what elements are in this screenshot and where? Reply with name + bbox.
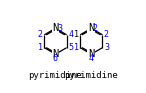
Text: N: N <box>52 49 59 59</box>
Text: pyrimidine: pyrimidine <box>29 71 82 80</box>
Text: 4: 4 <box>68 30 73 39</box>
Text: 1: 1 <box>74 30 79 39</box>
Text: N: N <box>52 23 59 33</box>
Text: 2: 2 <box>93 24 98 33</box>
Text: N: N <box>88 49 94 59</box>
Text: 3: 3 <box>57 24 62 33</box>
Text: 4: 4 <box>89 54 94 63</box>
Text: 2: 2 <box>104 30 109 39</box>
Text: 1: 1 <box>38 43 43 52</box>
Text: 6: 6 <box>53 54 58 63</box>
Text: N: N <box>88 23 94 33</box>
Text: 2: 2 <box>38 30 43 39</box>
Text: pyrimidine: pyrimidine <box>64 71 118 80</box>
Text: 3: 3 <box>104 43 109 52</box>
Text: 1: 1 <box>74 43 79 52</box>
Text: 5: 5 <box>68 43 73 52</box>
